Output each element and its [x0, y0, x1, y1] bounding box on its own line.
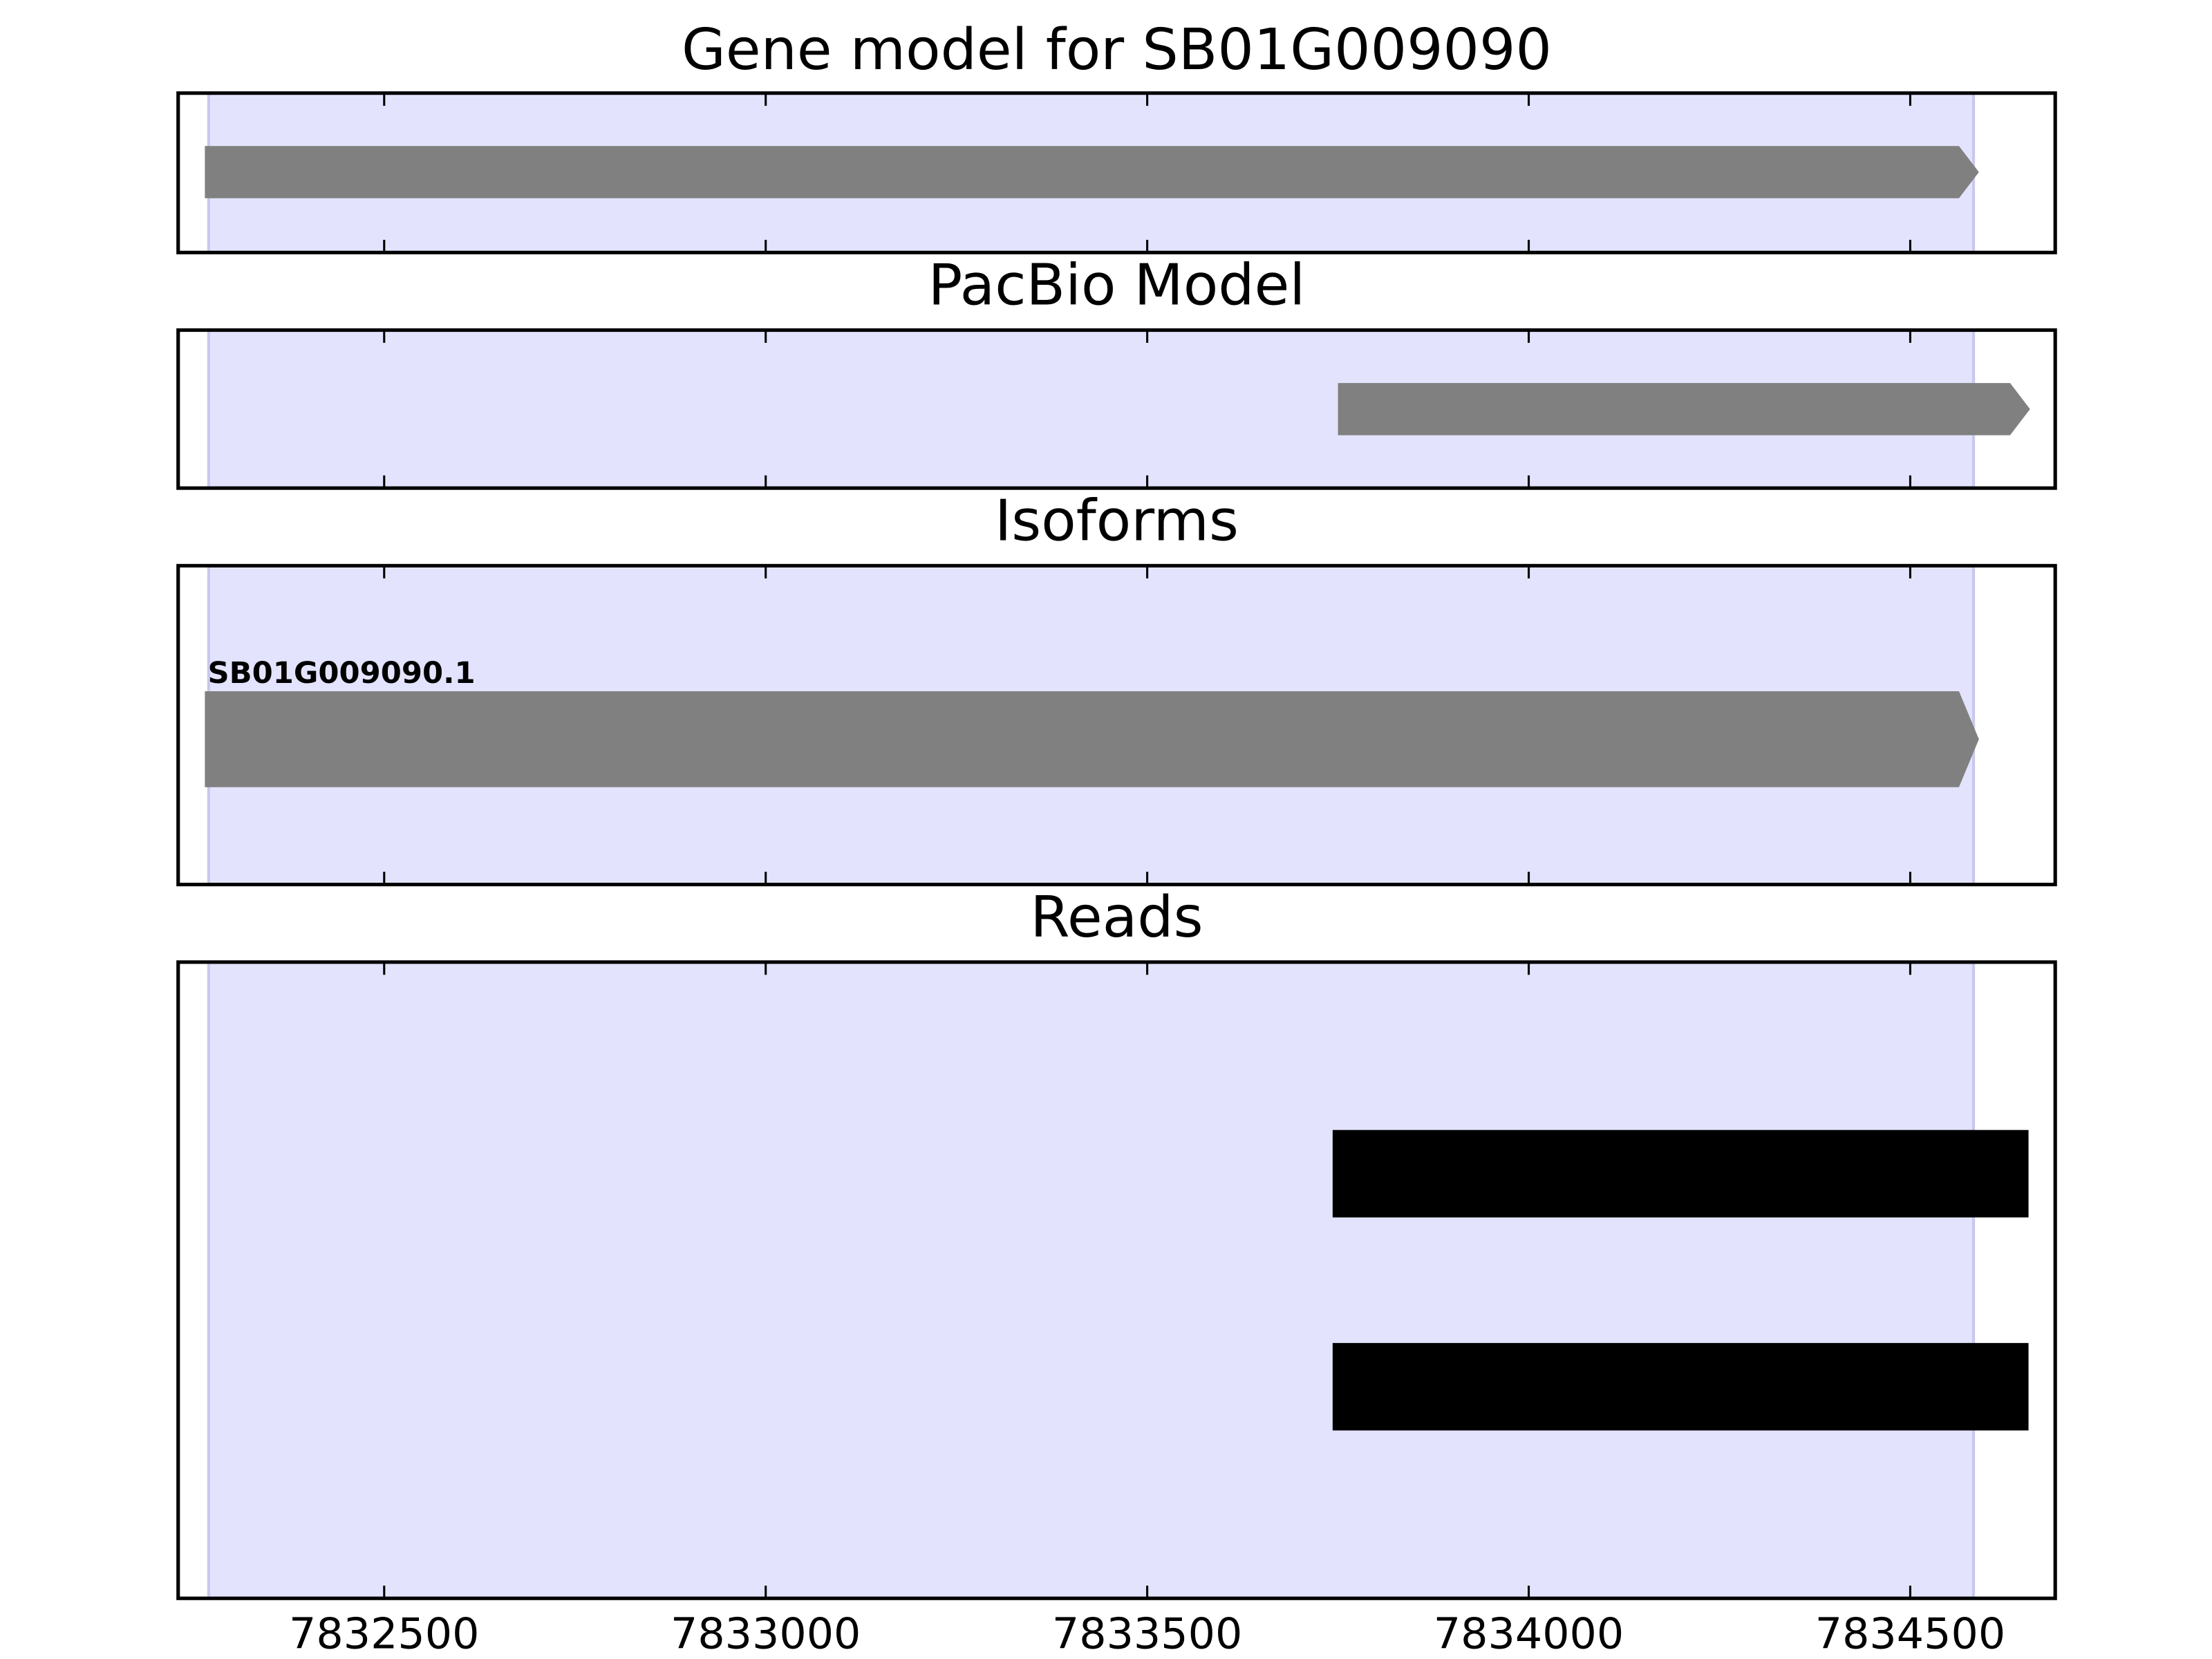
axes-frame — [176, 91, 2057, 254]
x-tick-label: 7833000 — [671, 1609, 861, 1659]
panel-title: Isoforms — [995, 489, 1239, 554]
read — [1332, 1130, 2029, 1218]
x-tick-label: 7834000 — [1434, 1609, 1624, 1659]
panel-title: Gene model for SB01G009090 — [682, 17, 1552, 83]
axes-frame — [176, 563, 2057, 887]
panel-title: Reads — [1030, 885, 1203, 950]
panel-title: PacBio Model — [928, 253, 1306, 319]
axes-frame — [176, 960, 2057, 1600]
read — [1332, 1342, 2029, 1431]
feature-label: SB01G009090.1 — [207, 656, 475, 691]
feature — [1338, 383, 2030, 435]
axes-frame — [176, 328, 2057, 490]
feature — [205, 691, 1979, 787]
x-tick-label: 7832500 — [289, 1609, 479, 1659]
x-tick-label: 7833500 — [1052, 1609, 1242, 1659]
feature — [205, 146, 1979, 198]
x-tick-label: 7834500 — [1815, 1609, 2005, 1659]
highlight-region — [207, 960, 1976, 1600]
